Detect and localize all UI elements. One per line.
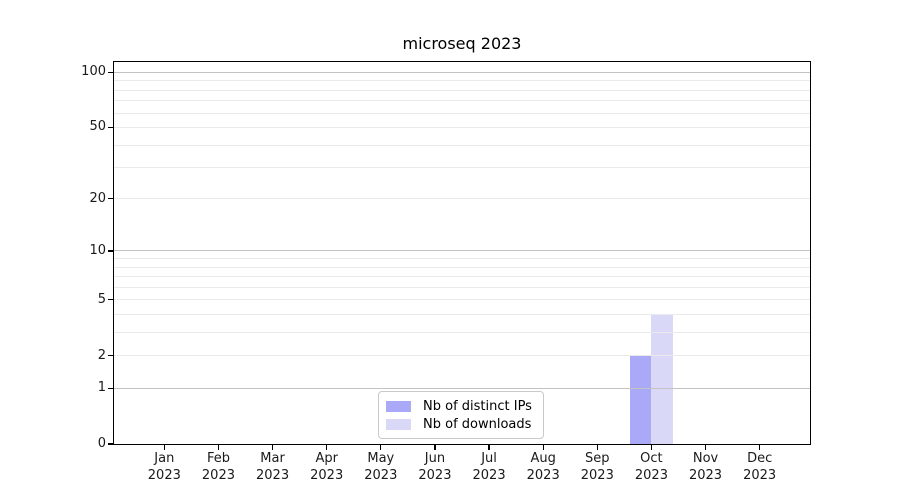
legend-item-distinct-ips: Nb of distinct IPs bbox=[386, 399, 533, 414]
gridline-minor bbox=[114, 258, 810, 260]
x-tick-mark bbox=[434, 445, 436, 450]
x-tick-year: 2023 bbox=[526, 468, 560, 483]
gridline-minor bbox=[114, 355, 810, 357]
gridline-major bbox=[114, 71, 810, 73]
bar-nb-of-distinct-ips bbox=[629, 355, 652, 444]
legend-swatch-downloads bbox=[386, 418, 411, 430]
gridline-major bbox=[114, 250, 810, 252]
y-tick-mark bbox=[108, 250, 113, 252]
x-tick-month: Dec bbox=[747, 451, 773, 466]
x-tick-year: 2023 bbox=[688, 468, 723, 483]
x-tick-year: 2023 bbox=[580, 468, 614, 483]
x-tick-year: 2023 bbox=[634, 468, 668, 483]
x-tick-label: Apr 2023 bbox=[299, 450, 355, 484]
y-tick-label: 10 bbox=[89, 242, 106, 258]
x-tick-year: 2023 bbox=[364, 468, 398, 483]
gridline-minor bbox=[114, 266, 810, 268]
y-tick-mark bbox=[108, 387, 113, 389]
x-tick-year: 2023 bbox=[256, 468, 290, 483]
gridline-minor bbox=[114, 198, 810, 200]
gridline-minor bbox=[114, 100, 810, 102]
x-tick-label: Nov 2023 bbox=[678, 450, 734, 484]
bar-nb-of-downloads bbox=[651, 314, 673, 444]
x-tick-mark bbox=[217, 445, 220, 450]
x-tick-month: Sep bbox=[585, 451, 610, 466]
x-tick-mark bbox=[596, 445, 598, 450]
x-tick-mark bbox=[542, 445, 544, 450]
x-tick-label: Jan 2023 bbox=[136, 450, 192, 484]
legend-label-downloads: Nb of downloads bbox=[423, 416, 532, 432]
x-tick-mark bbox=[380, 445, 382, 450]
gridline-minor bbox=[114, 313, 810, 315]
gridline-minor bbox=[114, 286, 810, 288]
x-tick-label: Jun 2023 bbox=[407, 450, 463, 484]
x-tick-label: Aug 2023 bbox=[515, 450, 571, 484]
gridline-major bbox=[114, 387, 810, 389]
y-tick-label: 0 bbox=[97, 436, 106, 451]
x-tick-mark bbox=[650, 445, 652, 450]
y-tick-mark bbox=[108, 198, 113, 200]
x-tick-year: 2023 bbox=[310, 468, 344, 483]
x-tick-mark bbox=[759, 445, 761, 450]
legend: Nb of distinct IPs Nb of downloads bbox=[378, 391, 544, 439]
x-tick-year: 2023 bbox=[472, 468, 506, 483]
x-tick-month: May bbox=[367, 451, 395, 466]
gridline-minor bbox=[114, 331, 810, 333]
x-tick-label: Feb 2023 bbox=[190, 450, 246, 484]
legend-swatch-distinct-ips bbox=[386, 400, 411, 412]
y-tick-mark bbox=[108, 126, 113, 129]
y-tick-label: 20 bbox=[89, 190, 106, 206]
y-tick-mark bbox=[108, 71, 113, 74]
y-tick-mark bbox=[108, 299, 113, 301]
legend-item-downloads: Nb of downloads bbox=[386, 417, 533, 432]
gridline-minor bbox=[114, 167, 810, 169]
x-tick-mark bbox=[163, 445, 165, 450]
gridline-minor bbox=[114, 276, 810, 278]
x-tick-year: 2023 bbox=[743, 468, 777, 483]
y-tick-label: 50 bbox=[89, 119, 106, 135]
x-tick-month: Apr bbox=[315, 451, 338, 466]
x-tick-year: 2023 bbox=[147, 468, 181, 483]
x-tick-month: Aug bbox=[530, 451, 556, 466]
gridline-minor bbox=[114, 144, 810, 146]
x-tick-year: 2023 bbox=[418, 468, 452, 483]
x-tick-month: Jul bbox=[481, 451, 497, 466]
gridline-minor bbox=[114, 126, 810, 128]
x-tick-mark bbox=[704, 445, 707, 450]
y-tick-label: 1 bbox=[97, 380, 106, 396]
gridline-minor bbox=[114, 112, 810, 114]
x-tick-label: Oct 2023 bbox=[623, 450, 679, 484]
y-tick-label: 2 bbox=[97, 347, 106, 363]
y-tick-mark bbox=[108, 443, 113, 445]
gridline-minor bbox=[114, 80, 810, 82]
y-tick-label: 5 bbox=[97, 291, 106, 307]
x-tick-month: Nov bbox=[692, 451, 719, 466]
chart-title: microseq 2023 bbox=[402, 34, 522, 53]
gridline-minor bbox=[114, 89, 810, 91]
gridline-minor bbox=[114, 299, 810, 301]
y-tick-label: 100 bbox=[81, 64, 106, 80]
x-tick-month: Mar bbox=[260, 451, 285, 466]
x-tick-month: Jan bbox=[154, 451, 175, 466]
x-tick-year: 2023 bbox=[201, 468, 235, 483]
x-tick-month: Feb bbox=[206, 451, 230, 466]
x-tick-label: May 2023 bbox=[353, 450, 409, 484]
x-tick-label: Sep 2023 bbox=[569, 450, 625, 484]
x-tick-mark bbox=[488, 445, 490, 450]
x-tick-label: Jul 2023 bbox=[461, 450, 517, 484]
x-tick-mark bbox=[271, 445, 274, 450]
legend-label-distinct-ips: Nb of distinct IPs bbox=[423, 398, 532, 414]
x-tick-month: Oct bbox=[640, 451, 663, 466]
y-tick-mark bbox=[108, 354, 113, 357]
x-tick-label: Dec 2023 bbox=[732, 450, 788, 484]
x-tick-mark bbox=[326, 445, 328, 450]
x-tick-label: Mar 2023 bbox=[245, 450, 301, 484]
plot-area bbox=[108, 61, 811, 450]
x-tick-month: Jun bbox=[424, 451, 446, 466]
